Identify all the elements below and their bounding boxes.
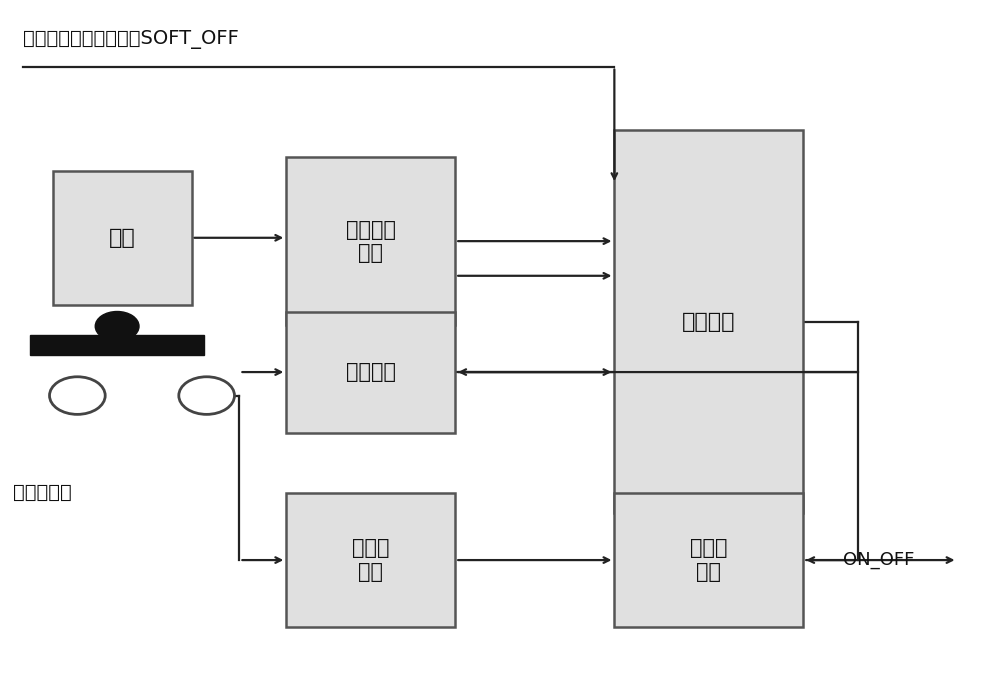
Text: 电压比较
模块: 电压比较 模块 [346,219,396,263]
Circle shape [50,377,105,414]
Text: 开关机按键: 开关机按键 [13,483,71,502]
Bar [614,131,803,513]
Bar [286,157,455,325]
Text: 触发器
模块: 触发器 模块 [690,538,728,582]
Text: 延时模块: 延时模块 [346,362,396,382]
Bar [53,171,192,305]
Text: 电池: 电池 [109,227,135,248]
Circle shape [179,377,234,414]
Text: 反相器
模块: 反相器 模块 [352,538,389,582]
Text: ON_OFF: ON_OFF [843,551,914,569]
Bar [614,493,803,627]
Bar [30,335,204,355]
Circle shape [95,311,139,341]
Text: 来自主机的软关机信号SOFT_OFF: 来自主机的软关机信号SOFT_OFF [23,30,239,49]
Bar [286,493,455,627]
Bar [286,311,455,433]
Text: 与门模块: 与门模块 [682,311,736,332]
